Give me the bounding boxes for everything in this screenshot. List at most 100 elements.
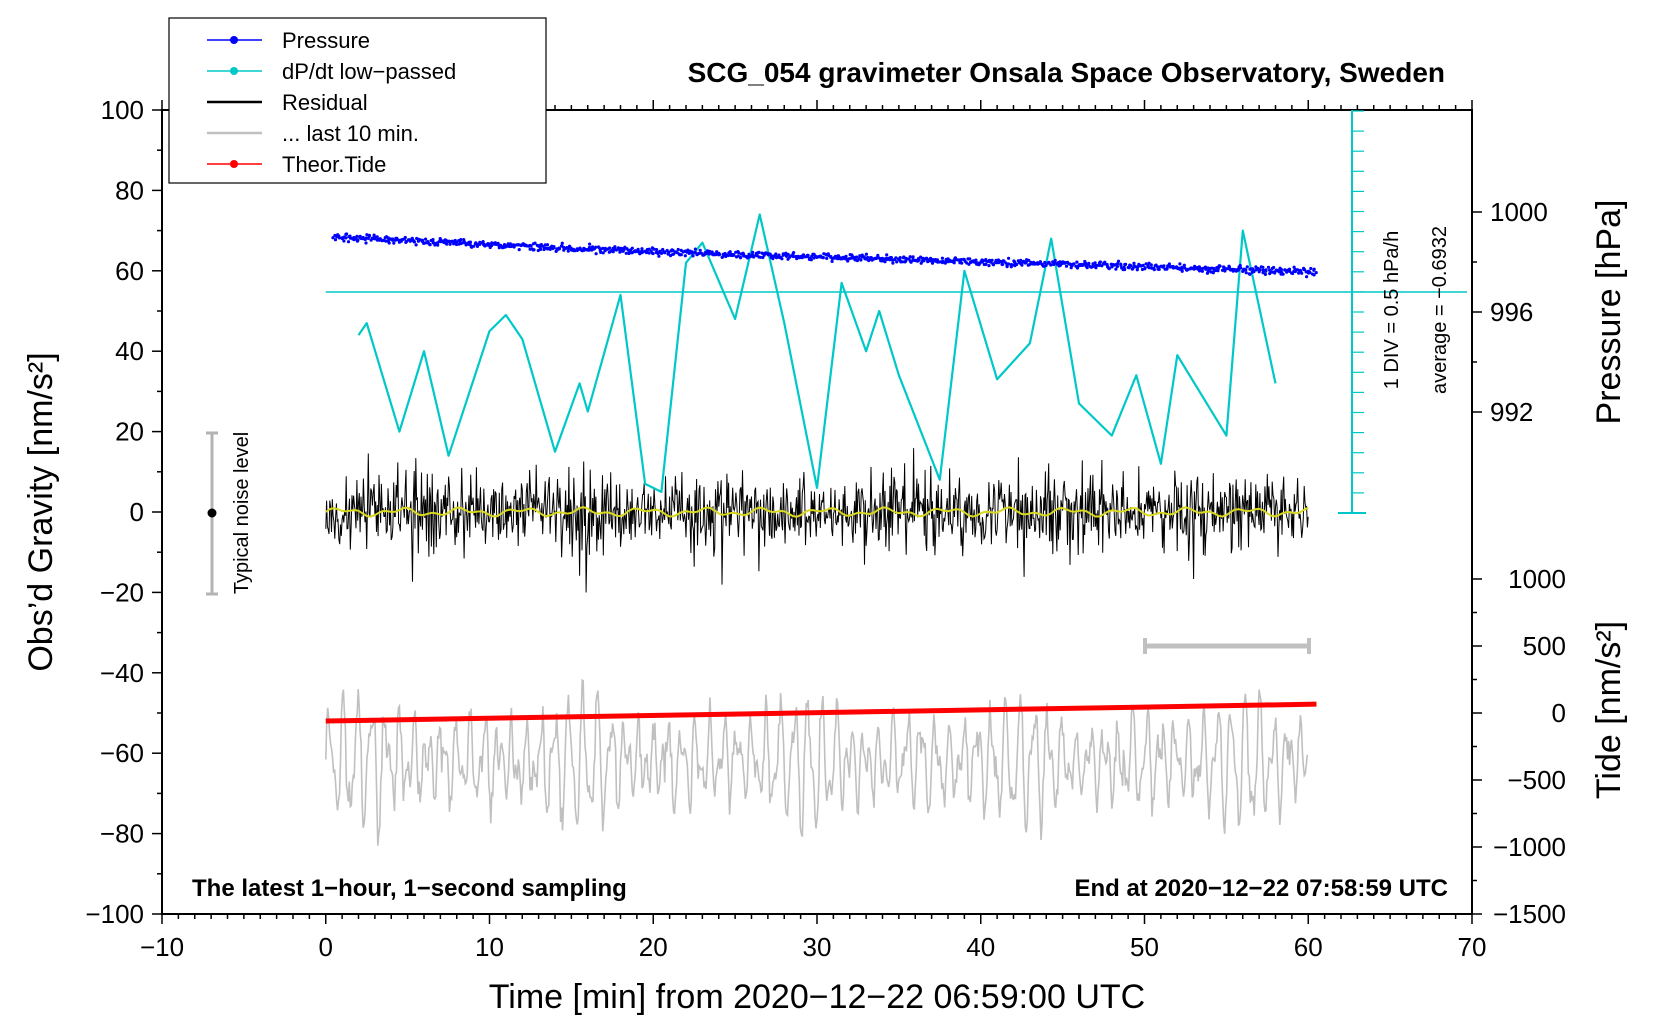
pressure-point (445, 242, 449, 246)
pressure-point (337, 236, 341, 240)
y-tick-label: −40 (100, 658, 144, 688)
pressure-point (953, 256, 958, 260)
pressure-point (1305, 275, 1309, 279)
pressure-point (809, 258, 813, 262)
pressure-point (599, 250, 603, 254)
pressure-point (345, 232, 349, 236)
pressure-point (587, 245, 592, 250)
pressure-point (588, 242, 592, 246)
y-axis-title-tide: Tide [nm/s²] (1590, 621, 1628, 799)
pressure-point (987, 264, 991, 268)
legend-label: ... last 10 min. (282, 121, 419, 146)
pressure-point (1075, 260, 1079, 264)
legend: Pressure dP/dt low−passed Residual ... last… (168, 17, 547, 184)
pressure-point (1244, 271, 1248, 275)
pressure-point (1245, 265, 1249, 269)
pressure-point (1115, 264, 1119, 269)
pressure-point (1058, 260, 1062, 264)
pressure-point (1019, 258, 1023, 262)
pressure-point (651, 252, 655, 256)
pressure-point (1053, 258, 1057, 263)
pressure-point (594, 245, 598, 249)
pressure-point (941, 259, 945, 264)
pressure-point (603, 247, 607, 251)
legend-label: Residual (282, 90, 368, 115)
pressure-point (489, 244, 494, 248)
pressure-point (883, 260, 887, 264)
y-axis-title-pressure: Pressure [hPa] (1590, 200, 1628, 425)
pressure-point (1012, 259, 1016, 263)
noise-label: Typical noise level (231, 432, 253, 594)
pressure-tick-label: 992 (1490, 397, 1533, 427)
dpdt-average-label: average = −0.6932 (1429, 226, 1451, 394)
pressure-point (333, 238, 338, 242)
pressure-point (539, 247, 543, 251)
tide-tick-label: 1000 (1508, 564, 1566, 594)
pressure-point (424, 237, 428, 241)
pressure-point (1110, 265, 1114, 269)
pressure-point (1261, 268, 1265, 272)
pressure-point (372, 235, 376, 239)
pressure-point (412, 240, 416, 244)
legend-box (168, 17, 547, 184)
pressure-point (1234, 268, 1238, 272)
pressure-point (830, 259, 834, 263)
pressure-point (1152, 268, 1156, 272)
pressure-point (331, 236, 335, 240)
pressure-point (894, 256, 898, 260)
pressure-tick-label: 1000 (1490, 197, 1548, 227)
pressure-point (545, 243, 550, 247)
pressure-point (1263, 272, 1267, 276)
pressure-point (1182, 263, 1186, 267)
pressure-point (481, 240, 485, 244)
y-tick-label: −100 (85, 899, 144, 929)
pressure-point (1309, 266, 1313, 271)
pressure-point (387, 241, 391, 245)
pressure-point (1258, 268, 1262, 272)
pressure-point (1162, 264, 1166, 268)
pressure-point (844, 254, 848, 258)
pressure-point (436, 243, 440, 247)
pressure-point (780, 257, 784, 261)
pressure-point (707, 249, 712, 253)
pressure-point (1239, 266, 1243, 270)
pressure-point (1114, 267, 1118, 271)
pressure-point (758, 255, 762, 259)
pressure-point (742, 253, 746, 257)
pressure-point (737, 251, 741, 255)
pressure-point (824, 252, 828, 256)
pressure-point (1147, 261, 1151, 265)
pressure-point (502, 243, 507, 247)
pressure-point (909, 260, 913, 264)
pressure-point (663, 251, 667, 255)
pressure-point (679, 253, 683, 257)
pressure-point (980, 260, 985, 264)
y-axis-title-gravity-text: Obs’d Gravity [nm/s²] (22, 352, 60, 671)
pressure-point (655, 248, 659, 252)
pressure-point (392, 241, 396, 245)
pressure-point (396, 238, 400, 242)
pressure-point (1087, 261, 1091, 265)
pressure-point (1238, 263, 1242, 268)
pressure-point (1135, 268, 1139, 272)
pressure-point (795, 257, 799, 261)
pressure-point (901, 260, 905, 264)
noise-center-dot (207, 508, 217, 518)
legend-marker (230, 67, 238, 75)
pressure-point (355, 239, 359, 243)
dpdt-scale-bar (1338, 110, 1366, 514)
legend-entries: Pressure dP/dt low−passed Residual ... last… (207, 28, 456, 177)
pressure-point (671, 248, 675, 253)
pressure-point (1004, 261, 1008, 265)
pressure-point (431, 238, 435, 242)
pressure-point (926, 260, 930, 264)
noise-indicator: Typical noise level (206, 431, 253, 596)
pressure-point (1272, 265, 1276, 270)
pressure-point (674, 250, 678, 254)
pressure-point (560, 241, 564, 245)
x-axis-title: Time [min] from 2020−12−22 06:59:00 UTC (489, 978, 1145, 1016)
pressure-point (1038, 260, 1042, 264)
pressure-point (707, 252, 712, 256)
pressure-point (991, 263, 996, 267)
